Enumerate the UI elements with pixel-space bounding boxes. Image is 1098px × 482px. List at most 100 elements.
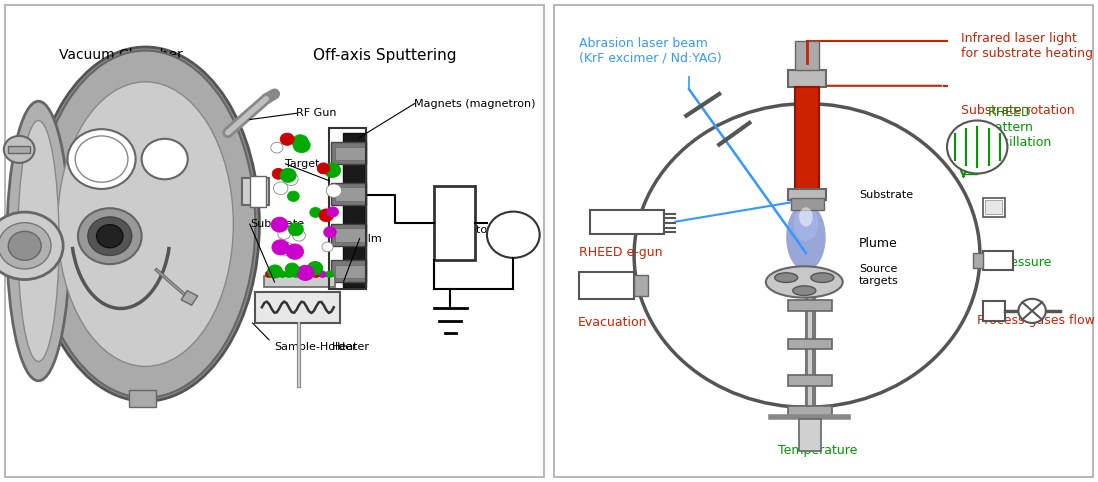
- Ellipse shape: [775, 273, 798, 282]
- Circle shape: [9, 231, 42, 260]
- Bar: [635, 275, 648, 296]
- Circle shape: [305, 271, 313, 278]
- Bar: [580, 272, 635, 299]
- Text: Off-axis Sputtering: Off-axis Sputtering: [313, 48, 456, 63]
- Bar: [983, 198, 1005, 217]
- Bar: [795, 41, 819, 70]
- Text: Abrasion laser beam
(KrF excimer / Nd:YAG): Abrasion laser beam (KrF excimer / Nd:YA…: [580, 37, 722, 65]
- Circle shape: [284, 173, 299, 186]
- Bar: [788, 300, 832, 311]
- Circle shape: [289, 223, 303, 236]
- Text: ~: ~: [504, 225, 523, 245]
- Bar: [791, 198, 824, 210]
- Text: Substrate: Substrate: [859, 190, 914, 200]
- Bar: [983, 251, 1013, 270]
- Circle shape: [0, 223, 51, 269]
- Text: Substrate rotation: Substrate rotation: [961, 105, 1074, 117]
- Circle shape: [307, 261, 323, 275]
- Text: Process gases flow: Process gases flow: [977, 314, 1095, 327]
- Text: Vacuum Chamber: Vacuum Chamber: [59, 48, 182, 63]
- Circle shape: [292, 230, 305, 241]
- Circle shape: [292, 271, 300, 278]
- Text: Evacuation: Evacuation: [578, 316, 647, 329]
- Bar: [266, 272, 332, 276]
- Circle shape: [324, 163, 340, 177]
- Bar: [335, 147, 365, 160]
- Circle shape: [273, 182, 288, 195]
- Circle shape: [320, 209, 334, 222]
- Bar: [130, 390, 156, 407]
- Ellipse shape: [766, 266, 843, 297]
- Circle shape: [75, 136, 128, 182]
- Circle shape: [280, 133, 294, 146]
- Bar: [9, 146, 31, 153]
- Circle shape: [287, 244, 303, 259]
- Bar: [986, 200, 1002, 214]
- Circle shape: [272, 168, 284, 179]
- Bar: [332, 224, 367, 246]
- Circle shape: [78, 208, 142, 264]
- Bar: [788, 189, 827, 200]
- Bar: [983, 301, 1005, 321]
- Circle shape: [272, 240, 289, 255]
- Circle shape: [288, 191, 300, 201]
- Text: RF
Generator: RF Generator: [436, 214, 492, 235]
- Text: RF Gun: RF Gun: [296, 108, 337, 118]
- Bar: [335, 265, 365, 278]
- Ellipse shape: [35, 51, 256, 398]
- Ellipse shape: [799, 207, 813, 227]
- Bar: [788, 375, 832, 386]
- Bar: [332, 260, 367, 282]
- Ellipse shape: [793, 286, 816, 295]
- Text: Source
targets: Source targets: [859, 264, 899, 285]
- Text: Sample-Holder: Sample-Holder: [274, 342, 357, 352]
- Text: Heater: Heater: [332, 342, 370, 352]
- Bar: [799, 419, 821, 451]
- Circle shape: [271, 142, 283, 153]
- Circle shape: [88, 217, 132, 255]
- Bar: [332, 142, 367, 164]
- Bar: [591, 210, 664, 234]
- Text: Film: Film: [360, 234, 382, 243]
- Bar: [329, 128, 367, 289]
- Bar: [788, 70, 827, 87]
- Text: Plume: Plume: [859, 237, 898, 250]
- Circle shape: [299, 271, 306, 278]
- Circle shape: [293, 138, 310, 153]
- Circle shape: [285, 271, 293, 278]
- Circle shape: [635, 104, 979, 407]
- Circle shape: [97, 225, 123, 248]
- Circle shape: [326, 184, 341, 198]
- Circle shape: [327, 207, 338, 217]
- Text: RHEED e-gun: RHEED e-gun: [579, 246, 662, 259]
- Text: Temperature: Temperature: [778, 444, 858, 457]
- Text: Magnets (magnetron): Magnets (magnetron): [415, 99, 536, 108]
- Circle shape: [68, 129, 136, 189]
- Bar: [343, 133, 367, 287]
- Circle shape: [142, 139, 188, 179]
- Text: Infrared laser light
for substrate heating: Infrared laser light for substrate heati…: [961, 32, 1093, 60]
- Ellipse shape: [7, 101, 70, 381]
- Circle shape: [265, 271, 272, 278]
- Circle shape: [312, 271, 320, 278]
- Circle shape: [1019, 299, 1045, 323]
- Text: Substrate: Substrate: [250, 219, 304, 229]
- Bar: [434, 186, 474, 260]
- Bar: [788, 339, 832, 349]
- Ellipse shape: [794, 207, 818, 241]
- Bar: [332, 183, 367, 205]
- Ellipse shape: [786, 203, 826, 271]
- Circle shape: [280, 242, 294, 255]
- Bar: [181, 291, 198, 305]
- Circle shape: [280, 168, 296, 182]
- Circle shape: [292, 135, 309, 149]
- Circle shape: [296, 265, 314, 281]
- Circle shape: [946, 120, 1008, 174]
- Circle shape: [271, 217, 288, 232]
- Circle shape: [268, 265, 282, 278]
- Circle shape: [488, 212, 540, 258]
- Circle shape: [278, 228, 290, 240]
- Bar: [255, 292, 340, 323]
- Text: RHEED
pattern
oscillation: RHEED pattern oscillation: [988, 106, 1052, 149]
- Bar: [973, 253, 983, 268]
